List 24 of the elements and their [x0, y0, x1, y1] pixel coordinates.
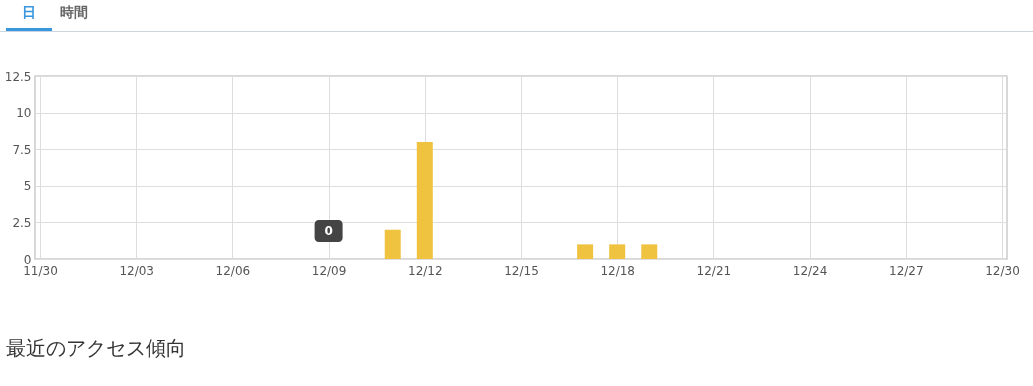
y-tick-label: 5 [23, 179, 32, 194]
bar [384, 229, 401, 259]
bar [577, 244, 594, 259]
x-tick-label: 12/21 [696, 263, 732, 278]
y-tick-label: 2.5 [12, 215, 32, 230]
x-tick-label: 12/03 [119, 263, 154, 278]
x-tick-label: 12/09 [311, 263, 347, 278]
x-tick-label: 12/06 [215, 263, 251, 278]
bar [609, 244, 626, 259]
x-tick-label: 12/24 [792, 263, 828, 278]
bar [416, 141, 433, 259]
x-tick-label: 12/30 [985, 263, 1020, 278]
text: 時間 [59, 4, 89, 22]
x-tick-label: 12/15 [504, 263, 539, 278]
x-tick-label: 12/12 [408, 263, 443, 278]
y-tick-label: 12.5 [4, 69, 32, 84]
y-tick-label: 10 [16, 106, 32, 121]
text: 日 [6, 4, 52, 31]
annotation: 0 [324, 224, 333, 238]
bar [641, 244, 658, 259]
y-tick-label: 7.5 [12, 142, 32, 157]
text: 最近のアクセス傾向 [6, 335, 186, 362]
x-tick-label: 12/18 [600, 263, 635, 278]
x-tick-label: 12/27 [889, 263, 924, 278]
